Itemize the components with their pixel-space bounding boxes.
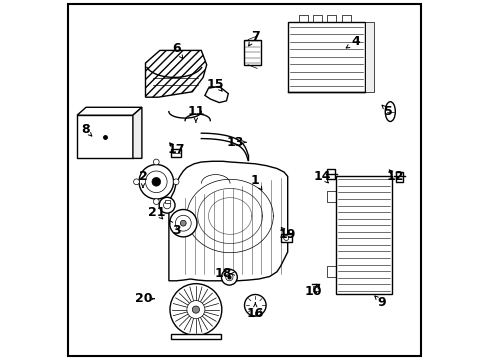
Text: 1: 1 — [250, 174, 259, 186]
Circle shape — [186, 301, 204, 319]
Circle shape — [225, 274, 232, 281]
Text: 8: 8 — [81, 123, 89, 136]
Text: 14: 14 — [312, 170, 330, 183]
Bar — [280, 234, 291, 242]
Circle shape — [159, 197, 175, 213]
Bar — [77, 115, 133, 158]
Circle shape — [163, 202, 170, 209]
Text: 15: 15 — [206, 78, 224, 91]
Text: 7: 7 — [250, 30, 259, 42]
Text: 4: 4 — [351, 35, 360, 48]
Circle shape — [169, 210, 197, 237]
Bar — [336, 176, 391, 294]
Bar — [312, 286, 318, 291]
Text: 19: 19 — [279, 228, 296, 240]
Text: 9: 9 — [376, 296, 385, 309]
Polygon shape — [145, 50, 206, 97]
Polygon shape — [326, 169, 335, 179]
Circle shape — [221, 269, 237, 285]
Text: 12: 12 — [386, 170, 404, 183]
Bar — [170, 149, 181, 157]
Circle shape — [153, 199, 159, 204]
Circle shape — [173, 179, 179, 185]
Bar — [170, 334, 221, 339]
Text: 11: 11 — [187, 105, 204, 118]
Bar — [365, 22, 373, 92]
Text: 18: 18 — [214, 267, 231, 280]
Circle shape — [170, 284, 222, 336]
Bar — [287, 22, 365, 92]
Ellipse shape — [385, 102, 394, 122]
Text: 21: 21 — [147, 206, 165, 219]
Text: 17: 17 — [167, 143, 184, 156]
Polygon shape — [133, 107, 142, 158]
Bar — [164, 200, 169, 203]
Polygon shape — [77, 107, 142, 115]
Circle shape — [175, 215, 191, 231]
Polygon shape — [168, 161, 287, 281]
Circle shape — [192, 306, 199, 313]
Text: 10: 10 — [304, 285, 321, 298]
Polygon shape — [395, 172, 402, 182]
Text: 3: 3 — [171, 224, 180, 237]
Circle shape — [139, 165, 173, 199]
Circle shape — [133, 179, 139, 185]
Text: 20: 20 — [135, 292, 152, 305]
Circle shape — [283, 235, 288, 240]
Text: 13: 13 — [226, 136, 244, 149]
Circle shape — [180, 220, 186, 226]
Circle shape — [153, 159, 159, 165]
Circle shape — [244, 294, 265, 316]
Text: 2: 2 — [138, 170, 147, 183]
Text: 16: 16 — [246, 307, 264, 320]
Circle shape — [145, 171, 167, 193]
Bar — [244, 40, 260, 65]
Polygon shape — [204, 86, 228, 103]
Text: 6: 6 — [171, 42, 180, 55]
Text: 5: 5 — [384, 105, 392, 118]
Circle shape — [152, 177, 160, 186]
